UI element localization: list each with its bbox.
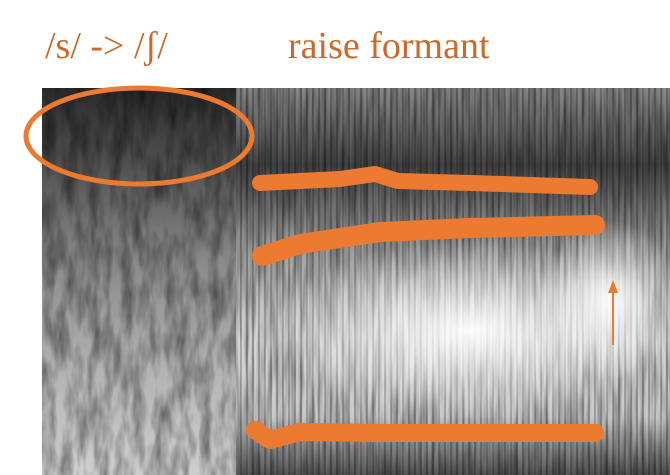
spectrogram [42, 88, 670, 475]
arrow-head [608, 280, 618, 293]
highlight-ellipse [23, 85, 255, 187]
formant-label: raise formant [288, 25, 490, 67]
annotations [23, 85, 618, 449]
formant-line [252, 215, 605, 266]
transition-label: /s/ -> /ʃ/ [45, 25, 168, 67]
formant-line [246, 421, 604, 449]
formant-line [252, 166, 598, 195]
